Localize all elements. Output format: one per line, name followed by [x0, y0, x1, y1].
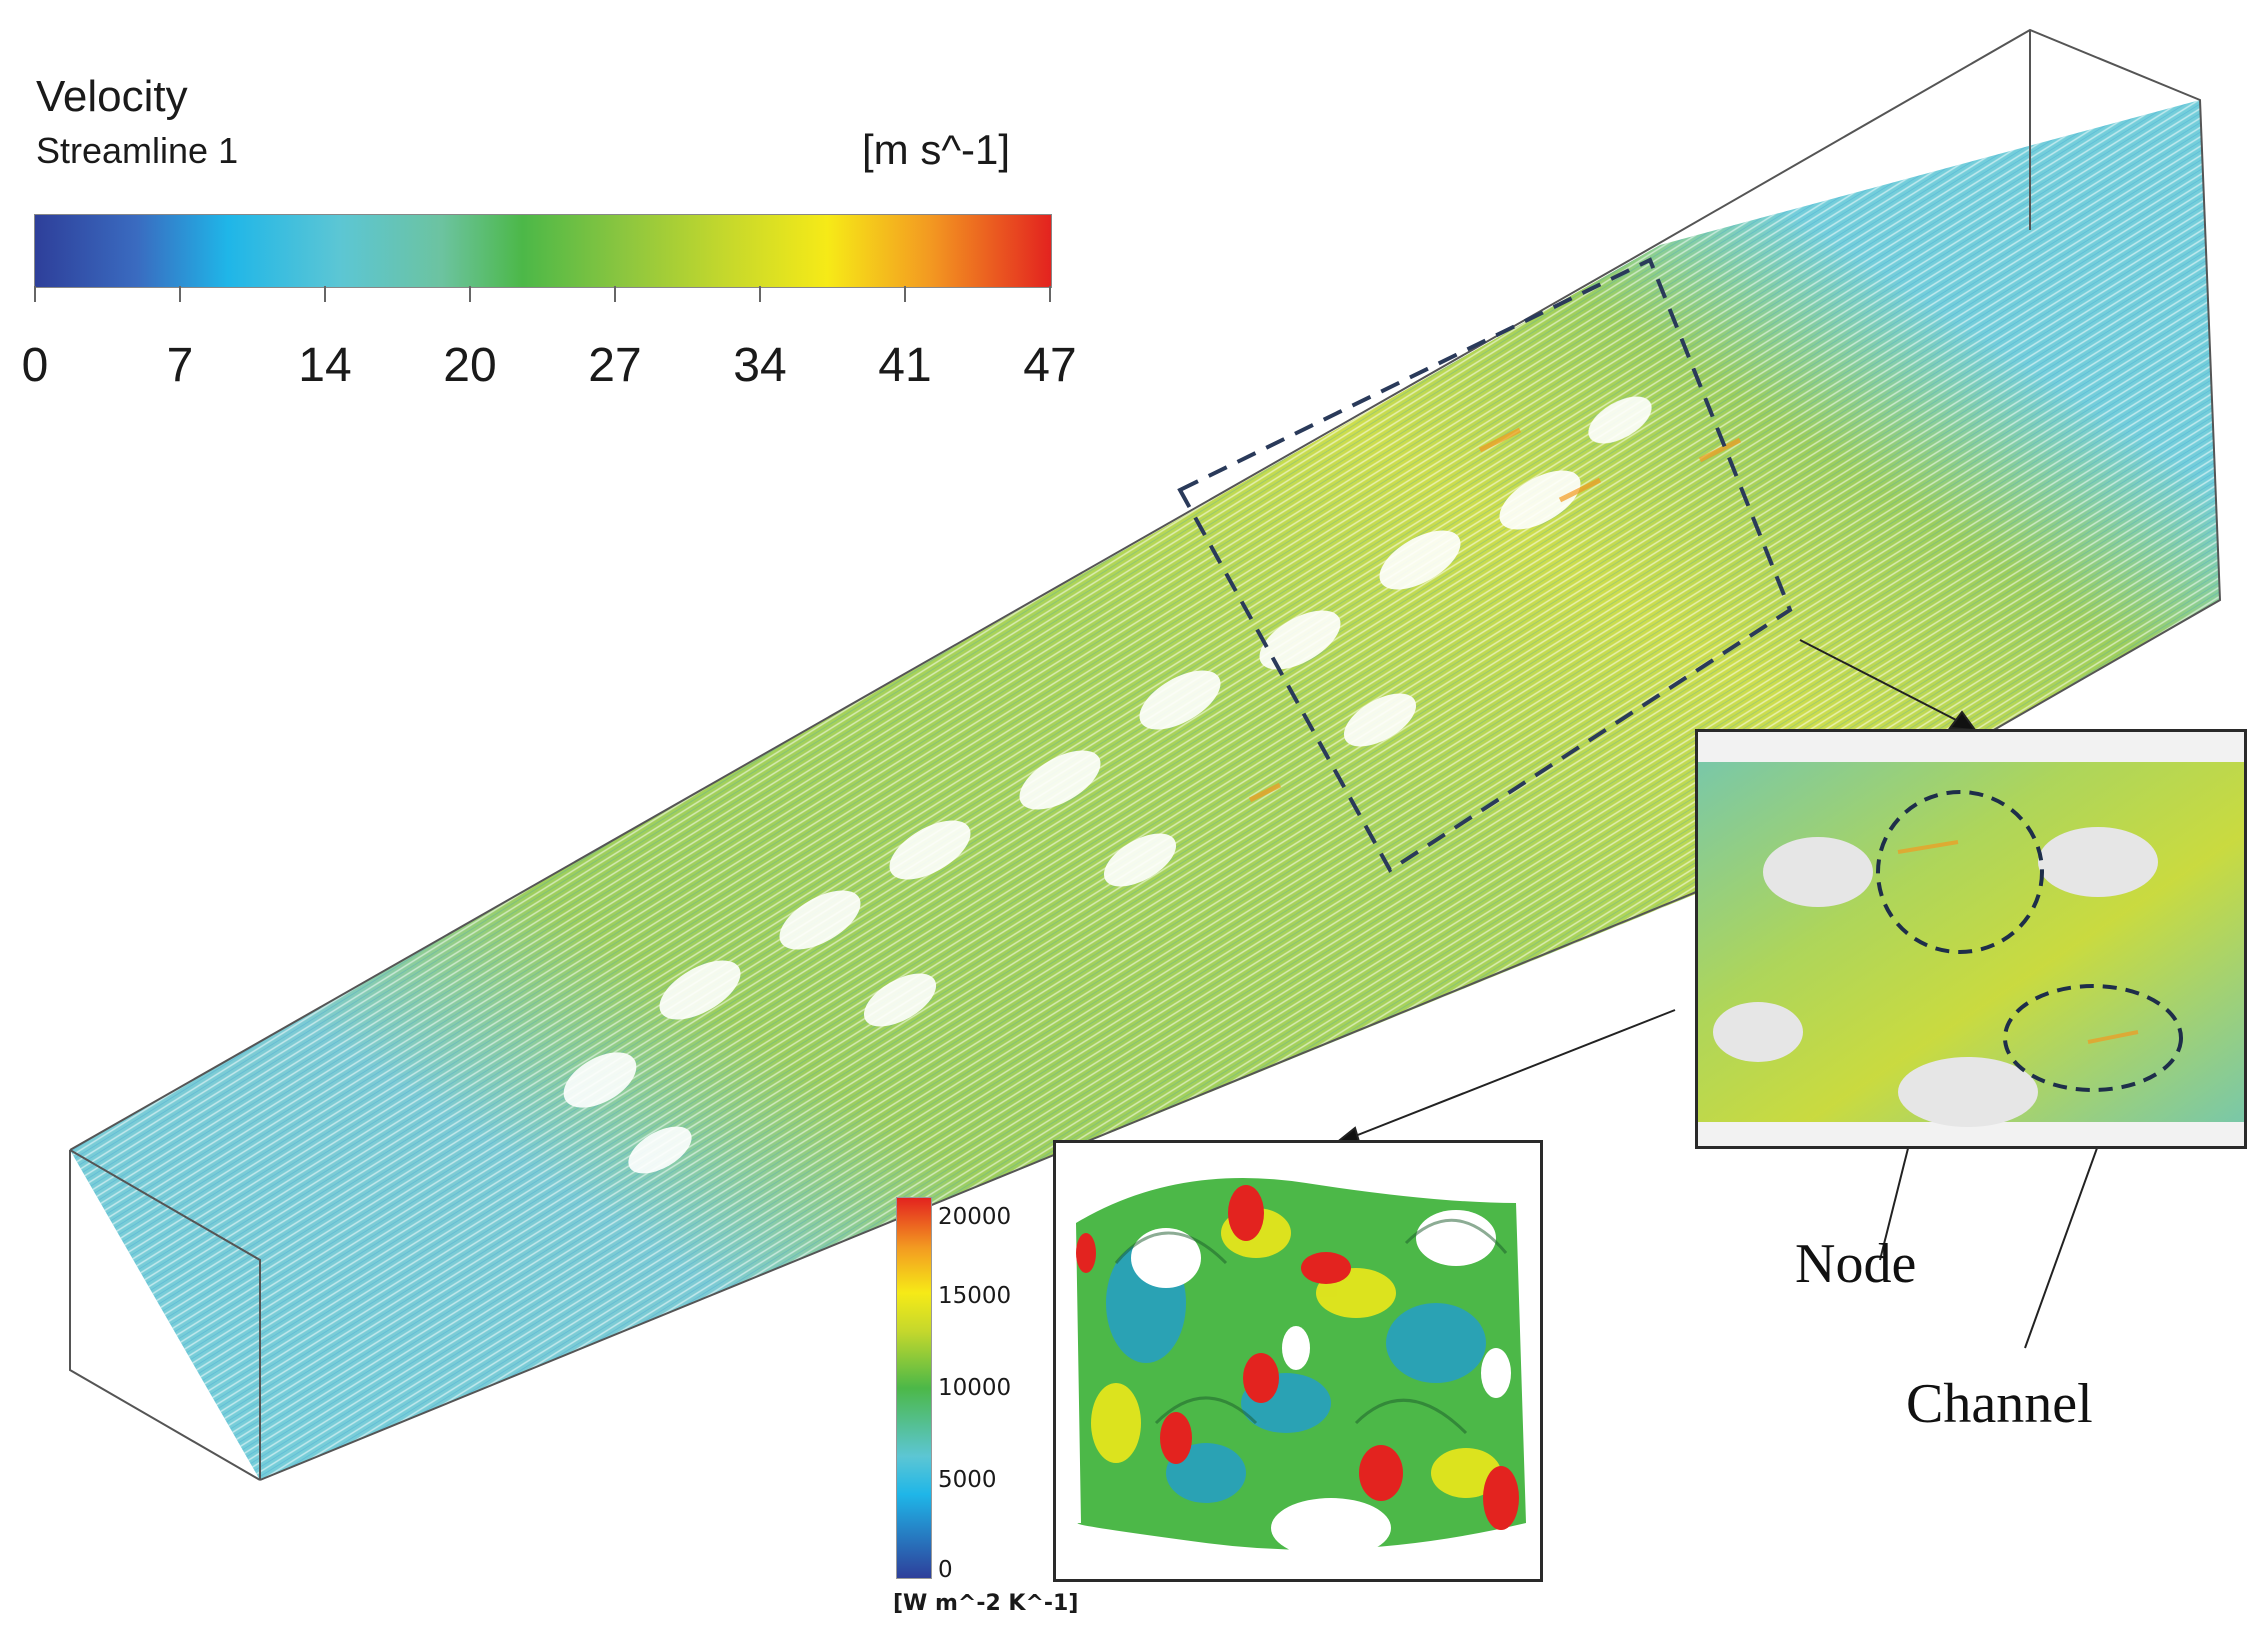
htc-colorbar — [896, 1197, 932, 1579]
node-marker — [1876, 790, 2044, 954]
velocity-tick-7: 7 — [166, 339, 194, 392]
htc-tick-10000: 10000 — [938, 1375, 1012, 1401]
velocity-tick-14: 14 — [298, 339, 352, 392]
velocity-legend-title: Velocity — [36, 72, 188, 121]
velocity-tick-27: 27 — [588, 339, 642, 392]
node-label: Node — [1795, 1233, 1917, 1295]
htc-tick-15000: 15000 — [938, 1283, 1012, 1309]
velocity-tick-20: 20 — [443, 339, 497, 392]
htc-legend-unit: [W m^-2 K^-1] — [893, 1591, 1079, 1616]
htc-tick-20000: 20000 — [938, 1204, 1012, 1230]
gyroid-surface-image — [1056, 1143, 1540, 1579]
velocity-legend-unit: [m s^-1] — [862, 126, 1011, 173]
htc-surface-inset — [1053, 1140, 1543, 1582]
streamline-zoom-inset — [1695, 729, 2247, 1149]
streamline-zoom-image — [1698, 732, 2244, 1146]
htc-tick-5000: 5000 — [938, 1467, 997, 1493]
velocity-tick-0: 0 — [21, 339, 49, 392]
velocity-tick-47: 47 — [1023, 339, 1077, 392]
velocity-tick-41: 41 — [878, 339, 932, 392]
velocity-legend-subtitle: Streamline 1 — [36, 130, 239, 171]
velocity-colorbar — [34, 214, 1052, 288]
channel-marker — [2003, 984, 2183, 1092]
htc-tick-0: 0 — [938, 1557, 953, 1583]
velocity-tick-34: 34 — [733, 339, 787, 392]
channel-label: Channel — [1906, 1373, 2093, 1435]
